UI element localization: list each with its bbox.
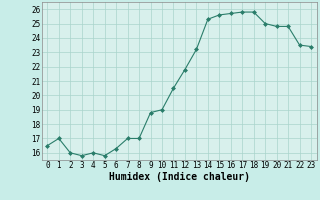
X-axis label: Humidex (Indice chaleur): Humidex (Indice chaleur)	[109, 172, 250, 182]
